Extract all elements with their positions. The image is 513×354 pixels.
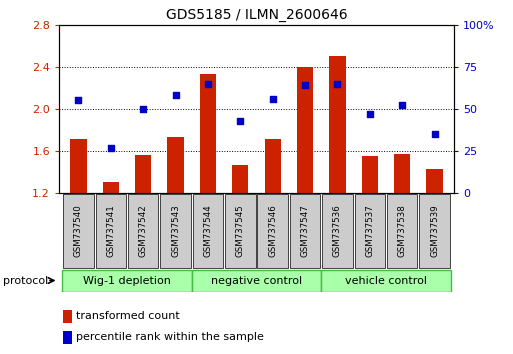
Bar — [200, 74, 216, 193]
Point — [204, 81, 212, 86]
Bar — [426, 169, 443, 193]
FancyBboxPatch shape — [387, 194, 418, 268]
FancyBboxPatch shape — [225, 194, 255, 268]
Text: GSM737547: GSM737547 — [301, 205, 309, 257]
FancyBboxPatch shape — [192, 269, 321, 292]
Point — [269, 96, 277, 102]
Point — [430, 131, 439, 137]
Bar — [232, 165, 248, 193]
Point — [301, 82, 309, 88]
Title: GDS5185 / ILMN_2600646: GDS5185 / ILMN_2600646 — [166, 8, 347, 22]
Text: percentile rank within the sample: percentile rank within the sample — [76, 332, 264, 342]
FancyBboxPatch shape — [258, 194, 288, 268]
FancyBboxPatch shape — [95, 194, 126, 268]
Text: GSM737544: GSM737544 — [204, 205, 212, 257]
Point — [333, 81, 342, 86]
FancyBboxPatch shape — [322, 194, 352, 268]
FancyBboxPatch shape — [321, 269, 451, 292]
FancyBboxPatch shape — [62, 269, 192, 292]
Text: GSM737540: GSM737540 — [74, 205, 83, 257]
Point — [107, 145, 115, 150]
Text: transformed count: transformed count — [76, 312, 180, 321]
Point — [366, 111, 374, 117]
Point — [139, 106, 147, 112]
Point — [171, 93, 180, 98]
FancyBboxPatch shape — [63, 194, 94, 268]
Text: GSM737541: GSM737541 — [106, 205, 115, 257]
Bar — [63, 331, 72, 343]
FancyBboxPatch shape — [193, 194, 223, 268]
FancyBboxPatch shape — [290, 194, 320, 268]
Text: GSM737543: GSM737543 — [171, 205, 180, 257]
Text: protocol: protocol — [3, 275, 48, 286]
Text: GSM737539: GSM737539 — [430, 205, 439, 257]
FancyBboxPatch shape — [128, 194, 159, 268]
Text: GSM737536: GSM737536 — [333, 205, 342, 257]
Bar — [297, 67, 313, 193]
FancyBboxPatch shape — [419, 194, 450, 268]
FancyBboxPatch shape — [354, 194, 385, 268]
Text: GSM737546: GSM737546 — [268, 205, 277, 257]
Bar — [329, 56, 346, 193]
Point — [74, 98, 83, 103]
Text: negative control: negative control — [211, 275, 302, 286]
Text: vehicle control: vehicle control — [345, 275, 427, 286]
FancyBboxPatch shape — [161, 194, 191, 268]
Bar — [70, 139, 87, 193]
Text: Wig-1 depletion: Wig-1 depletion — [83, 275, 171, 286]
Bar — [63, 310, 72, 323]
Point — [398, 103, 406, 108]
Point — [236, 118, 244, 124]
Bar — [265, 139, 281, 193]
Text: GSM737545: GSM737545 — [236, 205, 245, 257]
Bar — [362, 156, 378, 193]
Text: GSM737538: GSM737538 — [398, 205, 407, 257]
Bar — [394, 154, 410, 193]
Bar — [103, 182, 119, 193]
Text: GSM737542: GSM737542 — [139, 205, 148, 257]
Bar — [135, 155, 151, 193]
Bar — [167, 137, 184, 193]
Text: GSM737537: GSM737537 — [365, 205, 374, 257]
